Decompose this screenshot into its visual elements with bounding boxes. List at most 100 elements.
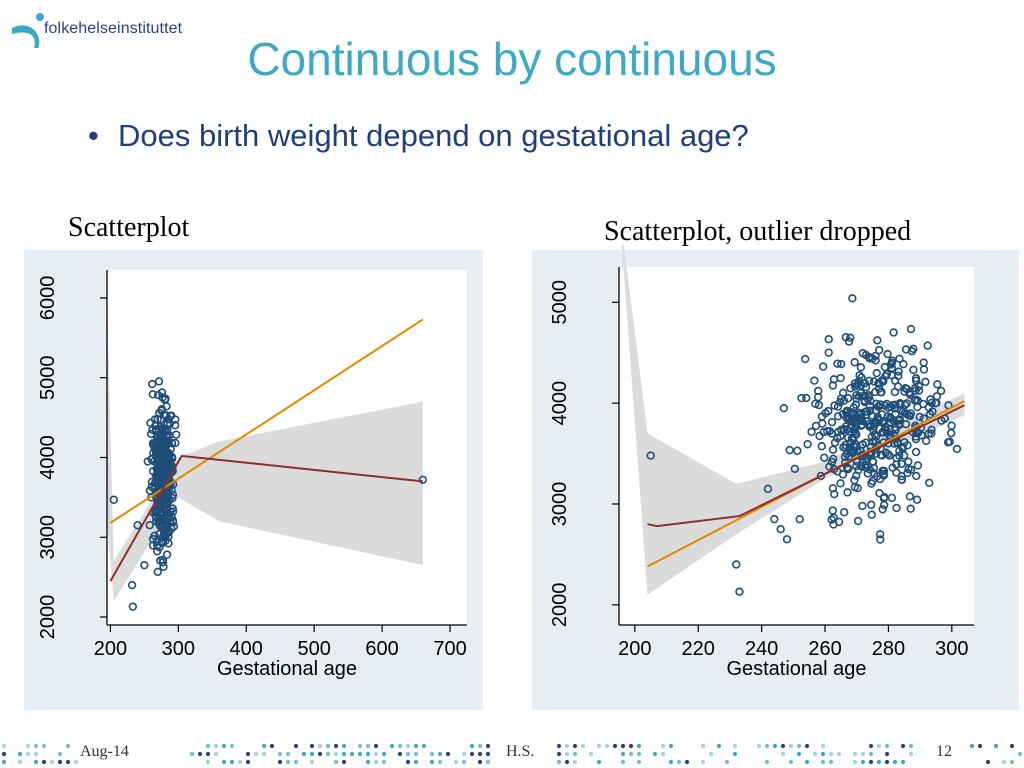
footer-dot [1001,759,1007,765]
data-point [909,344,918,353]
data-point [868,476,877,486]
confidence-band [107,297,423,602]
footer-dot [213,751,219,757]
data-point [897,472,906,481]
data-point [814,400,824,410]
y-tick-label: 5000 [549,280,571,325]
data-point [159,429,169,439]
footer-dot [317,743,323,749]
footer-dot [756,743,762,749]
data-point [158,523,167,533]
data-point [833,359,842,368]
footer-dot [628,743,634,749]
data-point [790,464,800,473]
footer-dot [413,759,419,765]
data-point [952,444,962,454]
footer-dot [620,743,626,749]
footer-dot [25,743,31,749]
y-tick-label: 2000 [549,583,571,628]
data-point [875,489,884,498]
data-point [807,427,816,437]
data-point [874,402,884,411]
data-point [850,475,859,485]
data-point [782,535,792,544]
footer-dot [269,743,275,749]
footer-dot [772,743,778,749]
footer-dot [413,743,419,749]
footer-dot [556,751,562,757]
footer-dot [1,743,7,749]
data-point [159,509,168,519]
data-point [828,445,838,454]
data-point [843,433,853,442]
footer-dot [261,751,267,757]
footer-dot [668,743,674,749]
footer-dot [33,759,39,765]
data-point [854,413,864,422]
data-point [909,365,918,375]
data-point [856,388,865,398]
x-tick-label: 200 [94,638,127,660]
data-point [148,440,158,449]
data-point [943,438,953,447]
footer-dot [237,759,243,765]
footer-dot [341,751,347,757]
data-point [905,492,915,501]
y-tick-label: 4000 [37,435,59,480]
data-point [864,376,874,385]
footer-dot [708,751,714,757]
data-point [171,438,180,448]
data-point [172,430,181,439]
data-point [936,386,946,396]
data-point [841,333,851,342]
footer-dot [429,751,435,757]
data-point [148,390,158,399]
footer-dot [437,751,443,757]
data-point [912,429,922,438]
footer-dot [876,743,882,749]
data-point [876,535,885,544]
data-point [836,394,846,403]
footer-dot [469,743,475,749]
footer-dot [65,759,71,765]
data-point [793,446,802,455]
footer-dot [868,743,874,749]
data-point [153,567,162,577]
footer-dot [892,759,898,765]
data-point [898,444,907,453]
data-point [833,402,843,411]
data-point [820,453,829,462]
footer-dot [628,751,634,757]
footer-dot [1,759,7,765]
x-tick-label: 300 [162,638,195,660]
data-point [906,324,916,334]
x-tick-label: 700 [433,638,466,660]
footer-dot [596,759,602,765]
data-point [900,400,910,410]
data-point [875,384,884,393]
data-point [145,520,154,530]
footer-dot [229,759,235,765]
data-point [828,454,838,464]
footer-dot [572,759,578,765]
fit-line [647,404,965,528]
footer-dot [73,759,79,765]
data-point [810,376,819,385]
data-point [861,383,871,392]
footer-date: Aug-14 [80,743,129,760]
data-point [732,560,741,569]
data-point [824,335,833,344]
footer-dot [596,743,602,749]
footer-dot [205,759,211,765]
data-point [841,422,851,431]
footer-dot [389,743,395,749]
data-point [872,368,881,378]
data-point [880,492,889,502]
footer-dot [556,759,562,765]
data-point [153,415,162,424]
data-point [901,384,910,393]
data-point [904,457,913,466]
footer-dot [985,759,991,765]
x-tick-label: 280 [872,638,905,660]
data-point [853,483,862,493]
